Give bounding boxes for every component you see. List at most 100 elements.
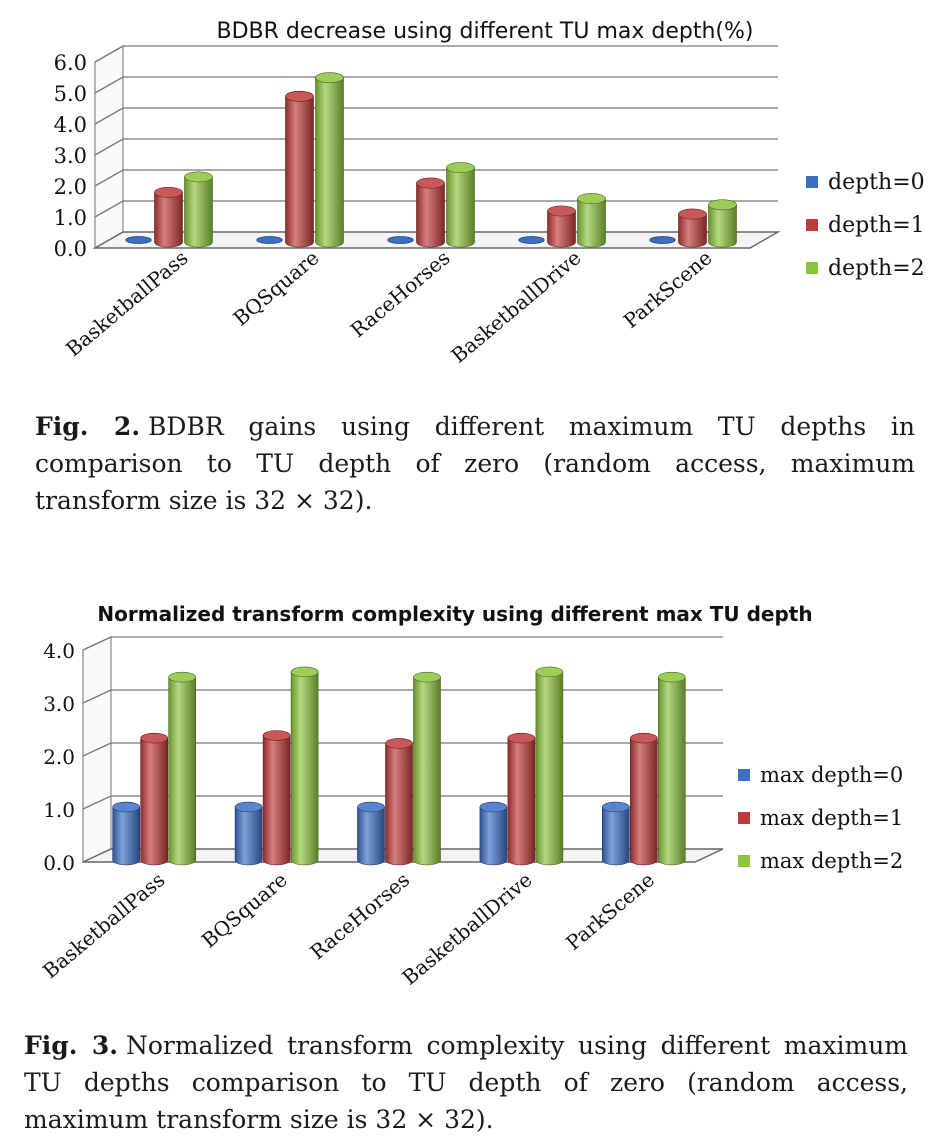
x-category-label: BasketballDrive (397, 867, 536, 989)
bar (262, 735, 291, 866)
x-category-label: BasketballPass (38, 867, 169, 983)
bar (140, 737, 168, 866)
complexity-chart: Normalized transform complexity using di… (38, 602, 903, 990)
bar (479, 806, 508, 866)
legend-swatch (738, 812, 750, 824)
bar-top (446, 162, 475, 174)
bar (168, 676, 196, 866)
bar-top (413, 671, 441, 683)
bar (577, 198, 606, 248)
bar (708, 204, 737, 248)
legend-label: depth=2 (828, 256, 925, 281)
bar (413, 676, 441, 866)
bar-top (154, 186, 183, 198)
bar-top (168, 671, 196, 683)
x-category-label: BQSquare (197, 867, 292, 952)
gridline (94, 45, 778, 63)
bar (385, 743, 413, 866)
bar (649, 236, 676, 244)
bar-top (507, 732, 536, 744)
bar-top (290, 666, 319, 678)
legend-label: max depth=2 (760, 849, 903, 873)
bar (547, 210, 576, 248)
bar (315, 77, 344, 248)
bar-top (285, 90, 314, 102)
legend-swatch (806, 176, 818, 188)
y-tick-label: 1.0 (43, 798, 75, 822)
bar (357, 806, 385, 866)
legend-label: max depth=1 (760, 806, 903, 830)
y-tick-label: 2.0 (54, 175, 87, 199)
chart-title: Normalized transform complexity using di… (97, 602, 812, 626)
y-tick-label: 4.0 (43, 639, 75, 663)
bar-top (416, 177, 445, 189)
bar-top (357, 801, 385, 813)
x-category-label: RaceHorses (346, 245, 455, 342)
bar-top (601, 801, 630, 813)
bar-top (479, 801, 508, 813)
bar (154, 192, 183, 248)
bar-top (708, 199, 737, 211)
y-tick-label: 4.0 (54, 113, 87, 137)
bar (630, 737, 658, 866)
bar (678, 213, 707, 248)
gridline (82, 636, 723, 651)
figure-3-caption: Fig. 3. Normalized transform complexity u… (24, 1027, 908, 1138)
y-tick-label: 0.0 (43, 851, 75, 875)
bdbr-chart: BDBR decrease using different TU max dep… (54, 19, 925, 368)
bar (184, 176, 213, 248)
bar-top (184, 171, 213, 183)
bar (518, 236, 545, 244)
legend-label: max depth=0 (760, 763, 903, 787)
y-tick-label: 0.0 (54, 237, 87, 261)
y-tick-label: 6.0 (54, 51, 87, 75)
bar (416, 182, 445, 248)
chart-title: BDBR decrease using different TU max dep… (217, 19, 754, 44)
bar-top (140, 732, 168, 744)
x-category-label: RaceHorses (305, 867, 414, 964)
gridline (94, 76, 778, 94)
figure-2-text: BDBR gains using different maximum TU de… (35, 412, 915, 515)
bar (535, 671, 564, 866)
bar-top (629, 732, 658, 744)
bar (290, 671, 319, 866)
bar-top (657, 671, 686, 683)
bar-top (547, 205, 576, 217)
bar (112, 806, 140, 866)
y-tick-label: 5.0 (54, 82, 87, 106)
legend-swatch (806, 262, 818, 274)
figure-3-label: Fig. 3. (24, 1031, 118, 1060)
y-tick-label: 2.0 (43, 745, 75, 769)
bar (387, 236, 414, 244)
legend-swatch (738, 855, 750, 867)
bar-top (262, 730, 291, 741)
gridline (94, 138, 778, 156)
gridline (94, 200, 778, 218)
bar-top (535, 666, 564, 678)
figure-2-label: Fig. 2. (35, 412, 141, 441)
x-category-label: ParkScene (619, 245, 717, 333)
x-category-label: ParkScene (561, 867, 659, 955)
bar-top (385, 738, 413, 749)
bar-top (678, 208, 707, 220)
gridline (94, 107, 778, 125)
legend-swatch (806, 219, 818, 231)
figure-3-text: Normalized transform complexity using di… (24, 1031, 908, 1134)
bar-top (577, 193, 606, 205)
gridline (94, 169, 778, 187)
bar-top (112, 801, 140, 813)
bar (658, 676, 686, 866)
bar (602, 806, 630, 866)
bar-top (234, 801, 263, 813)
x-category-label: BQSquare (229, 245, 324, 330)
bar (285, 96, 314, 248)
legend-swatch (738, 769, 750, 781)
bar (507, 737, 536, 866)
bar (234, 806, 263, 866)
figure-2-caption: Fig. 2. BDBR gains using different maximu… (35, 408, 915, 519)
gridline (82, 689, 723, 704)
bar-top (315, 72, 344, 84)
bar (256, 236, 283, 244)
y-tick-label: 3.0 (43, 692, 75, 716)
bar (446, 167, 475, 248)
